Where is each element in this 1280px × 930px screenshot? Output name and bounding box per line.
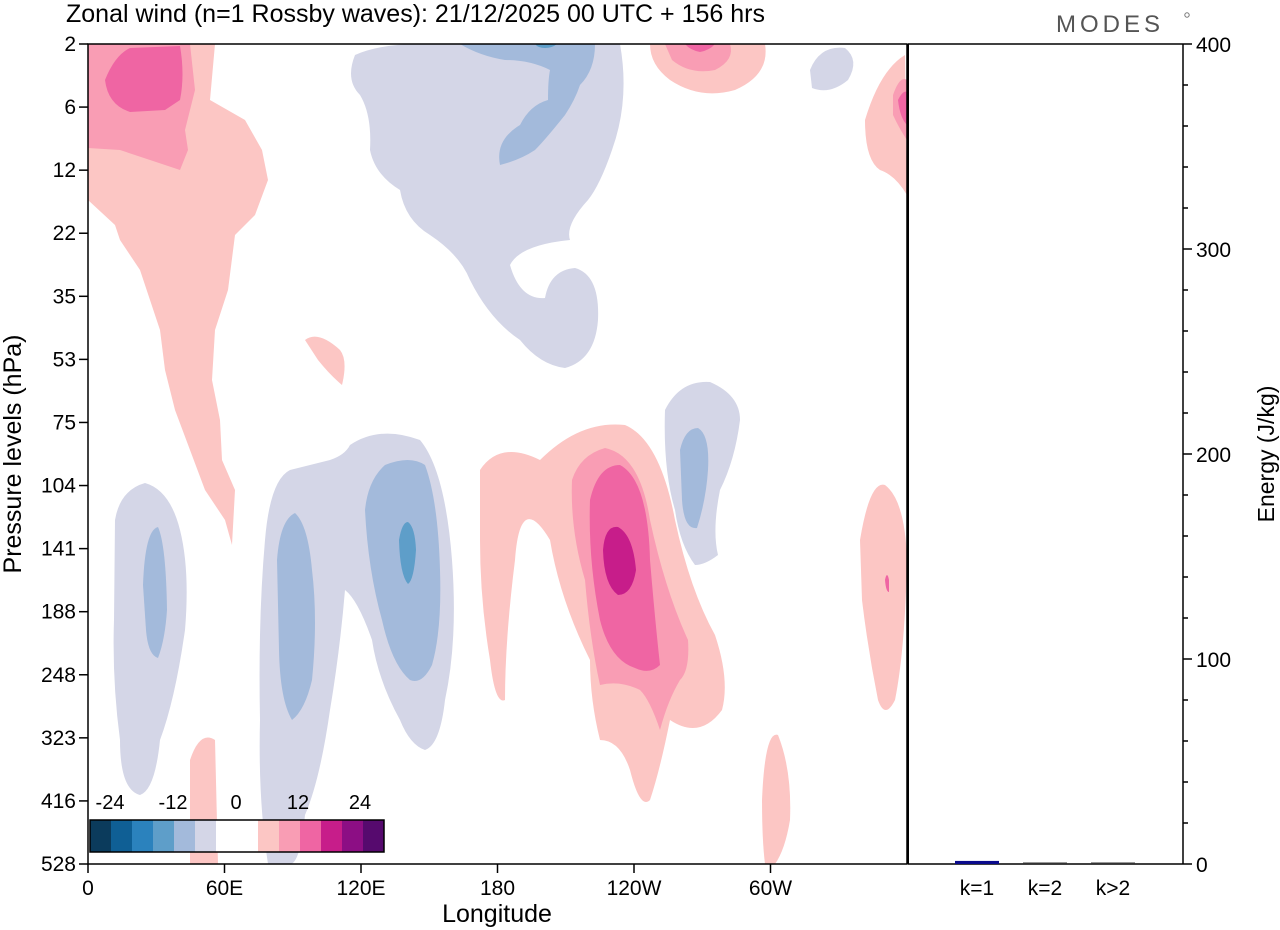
colorbar-swatch [279,820,300,852]
positive-contour-upper-left [88,44,268,545]
positive-contour-lon-150 [305,336,345,385]
x-axis: 0 60E 120E 180 120W 60W [82,864,792,900]
positive-contour-l3-e [885,575,889,592]
colorbar-frame [89,819,385,853]
modes-logo: MODES [1056,11,1164,38]
negative-contour-core [399,522,416,584]
y-tick-label: 416 [41,790,76,813]
y-tick-label: 323 [41,727,76,750]
y-tick-label: 53 [53,348,76,371]
y-tick-label: 248 [41,664,76,687]
x-tick-label: 180 [480,877,515,900]
y-tick-label: 528 [41,853,76,876]
positive-contour-l3-c [685,44,715,52]
y-tick-label: 35 [53,285,76,308]
negative-contour-l2-lon-268 [680,428,709,529]
colorbar-swatch [216,820,237,852]
x-tick-label: 120W [607,877,662,900]
colorbar-swatch [195,820,216,852]
energy-axis-label: Energy (J/kg) [1253,386,1279,523]
energy-tick-label: 300 [1196,239,1231,262]
negative-level-3 [399,44,557,584]
energy-bars: k=1 k=2 k>2 [955,860,1135,900]
y-tick-label: 12 [53,159,76,182]
y-axis-label: Pressure levels (hPa) [0,335,27,574]
colorbar-tick-label: -24 [96,792,125,814]
colorbar-swatch [132,820,153,852]
chart-title: Zonal wind (n=1 Rossby waves): 21/12/202… [66,0,765,28]
positive-contour-l3-a [105,46,183,112]
energy-bar-label: k>2 [1096,877,1130,900]
colorbar-swatch [258,820,279,852]
colorbar-swatch [342,820,363,852]
y-tick-label: 104 [41,475,76,498]
positive-contour-core [603,526,636,595]
energy-bar-label: k=2 [1028,877,1062,900]
y-tick-label: 188 [41,601,76,624]
positive-contour-lon-340-low [860,484,907,710]
y-tick-label: 75 [53,411,76,434]
energy-bar [1091,862,1135,864]
energy-bar-label: k=1 [960,877,994,900]
x-axis-label: Longitude [442,900,552,928]
energy-tick-label: 200 [1196,444,1231,467]
negative-contour-l2-lon-28 [143,527,167,658]
colorbar-swatch [153,820,174,852]
energy-bar [955,860,999,864]
y-tick-label: 2 [64,33,76,56]
x-tick-label: 60E [206,877,243,900]
negative-contour-l2-upper [460,44,595,165]
negative-contour-top-sliver [535,44,557,48]
x-tick-label: 60W [749,877,792,900]
colorbar-swatch [237,820,258,852]
colorbar-tick-label: -12 [159,792,188,814]
y-tick-label: 6 [64,96,76,119]
colorbar-tick-label: 0 [230,792,241,814]
negative-contour-l2-lon-88 [277,513,315,720]
colorbar-swatch [111,820,132,852]
negative-contour-lon-275 [810,47,854,91]
positive-contour-lon-295 [762,734,791,864]
colorbar-swatch [174,820,195,852]
y-tick-label: 141 [41,538,76,561]
y-axis: 2 6 12 22 35 53 75 104 141 188 248 323 416 528 [41,33,88,876]
positive-contour-l2-c [665,44,731,72]
logo-mark-icon [1184,12,1190,18]
energy-tick-label: 100 [1196,649,1231,672]
colorbar [89,819,385,853]
colorbar-swatch [363,820,384,852]
colorbar-swatch [300,820,321,852]
energy-tick-label: 0 [1196,854,1208,877]
positive-contour-l3-d [898,91,907,125]
energy-bar [1023,862,1067,864]
colorbar-swatch [90,820,111,852]
y-tick-label: 22 [53,222,76,245]
colorbar-tick-label: 12 [287,792,309,814]
contour-plot [88,44,907,864]
negative-contour-upper [351,44,624,368]
colorbar-swatch [321,820,342,852]
energy-tick-label: 400 [1196,34,1231,57]
x-tick-label: 120E [336,877,385,900]
x-tick-label: 0 [82,877,94,900]
energy-axis: 0 100 200 300 400 [1183,34,1231,877]
colorbar-tick-label: 24 [349,792,371,814]
